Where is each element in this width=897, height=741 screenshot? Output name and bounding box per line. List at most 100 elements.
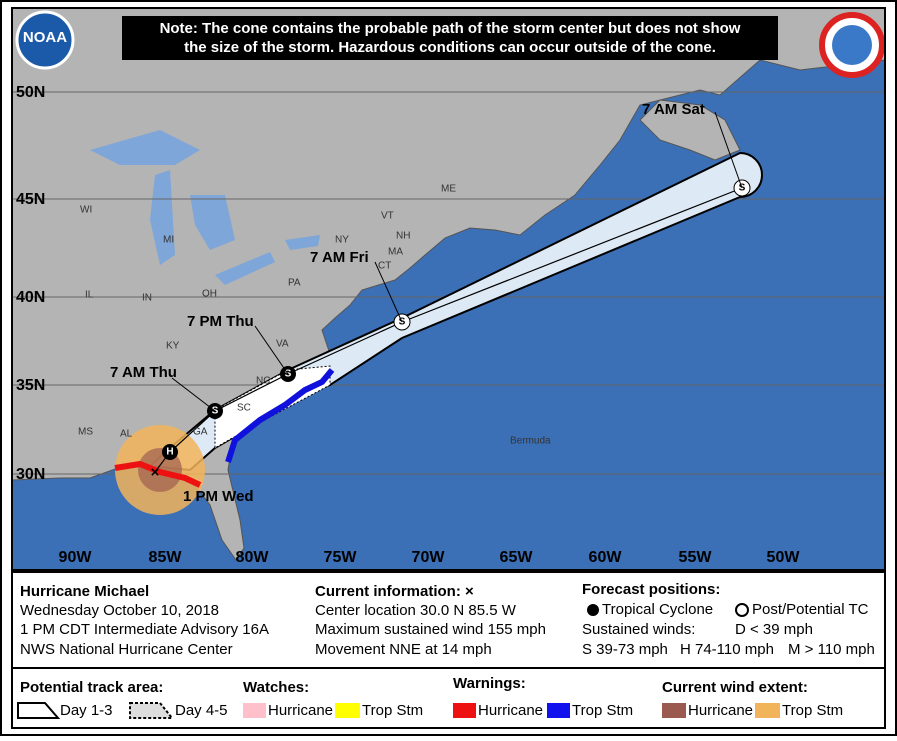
marker-label: H bbox=[166, 447, 173, 458]
lake-michigan bbox=[150, 170, 175, 265]
place-label: IN bbox=[142, 293, 152, 304]
note: Note: The cone contains the probable pat… bbox=[160, 20, 741, 37]
place-label: ME bbox=[441, 184, 456, 195]
swatch bbox=[453, 703, 476, 718]
info-line: Maximum sustained wind 155 mph bbox=[315, 621, 546, 638]
place-labels: WI MI IL IN OH ME VT NH NY MA CT PA KY V… bbox=[78, 184, 551, 447]
info-line: Sustained winds: bbox=[582, 621, 695, 638]
marker-label: S bbox=[285, 369, 292, 380]
lat-label: 30N bbox=[16, 466, 45, 483]
lon-label: 65W bbox=[500, 549, 534, 566]
noaa-logo-text: NOAA bbox=[23, 29, 67, 46]
ptc-icon bbox=[735, 603, 749, 617]
swatch bbox=[547, 703, 570, 718]
map: × H S S S S 1 PM Wed 7 AM Thu 7 PM Thu 7… bbox=[11, 7, 886, 571]
legend-label: Trop Stm bbox=[782, 702, 843, 719]
panel-border bbox=[11, 571, 886, 729]
label-leaders bbox=[171, 111, 743, 412]
place-label: KY bbox=[166, 341, 180, 352]
legend-label: Day 1-3 bbox=[60, 702, 113, 719]
place-label: OH bbox=[202, 289, 217, 300]
marker bbox=[162, 444, 178, 460]
lon-label: 90W bbox=[59, 549, 93, 566]
legend-title: Watches: bbox=[243, 679, 309, 696]
lon-label: 85W bbox=[149, 549, 183, 566]
place-label: PA bbox=[288, 278, 301, 289]
hurricane-warning bbox=[114, 460, 202, 488]
swatch bbox=[755, 703, 780, 718]
lake-erie bbox=[215, 252, 275, 285]
day13-icon bbox=[17, 702, 61, 719]
info-line: Center location 30.0 N 85.5 W bbox=[315, 602, 517, 619]
place-label: MS bbox=[78, 427, 93, 438]
place-label: AL bbox=[120, 429, 133, 440]
info-line: Wednesday October 10, 2018 bbox=[20, 602, 219, 619]
info-line: D < 39 mph bbox=[735, 621, 813, 638]
latitude-labels: 50N 45N 40N 35N 30N bbox=[16, 84, 45, 483]
legend-label: Hurricane bbox=[478, 702, 543, 719]
forecast-label: 7 AM Sat bbox=[642, 101, 705, 118]
current-title: Current information: × bbox=[315, 583, 474, 600]
swatch bbox=[335, 703, 360, 718]
marker-label: S bbox=[399, 317, 406, 328]
info-line: Tropical Cyclone bbox=[602, 601, 713, 618]
place-label: IL bbox=[85, 290, 94, 301]
place-label: WI bbox=[80, 205, 92, 216]
info-panel: Hurricane Michael Wednesday October 10, … bbox=[11, 571, 886, 729]
legend-label: Day 4-5 bbox=[175, 702, 228, 719]
lat-label: 45N bbox=[16, 191, 45, 208]
lon-label: 75W bbox=[324, 549, 358, 566]
graticule bbox=[12, 91, 885, 475]
lon-label: 55W bbox=[679, 549, 713, 566]
tc-icon bbox=[587, 604, 599, 616]
lake-ontario bbox=[285, 235, 320, 250]
legend-label: Trop Stm bbox=[362, 702, 423, 719]
forecast-label: 7 AM Thu bbox=[110, 364, 177, 381]
info-line: 1 PM CDT Intermediate Advisory 16A bbox=[20, 621, 269, 638]
swatch bbox=[243, 703, 266, 718]
info-line: NWS National Hurricane Center bbox=[20, 641, 233, 658]
note-box bbox=[122, 16, 778, 60]
lon-label: 50W bbox=[767, 549, 801, 566]
info-line: Movement NNE at 14 mph bbox=[315, 641, 492, 658]
day45-icon bbox=[129, 702, 175, 719]
info-line: H 74-110 mph bbox=[680, 641, 774, 658]
cone-day-1-3 bbox=[214, 365, 331, 449]
place-label: MA bbox=[388, 247, 403, 258]
lat-label: 35N bbox=[16, 377, 45, 394]
marker-label: S bbox=[739, 183, 746, 194]
longitude-labels: 90W 85W 80W 75W 70W 65W 60W 55W 50W bbox=[59, 549, 801, 566]
swatch bbox=[662, 703, 686, 718]
lat-label: 50N bbox=[16, 84, 45, 101]
lon-label: 70W bbox=[412, 549, 446, 566]
info-line: S 39-73 mph bbox=[582, 641, 668, 658]
current-position: × bbox=[151, 464, 160, 481]
place-label: CT bbox=[378, 261, 391, 272]
legend-title: Potential track area: bbox=[20, 679, 163, 696]
place-label: VT bbox=[381, 211, 394, 222]
newfoundland bbox=[639, 99, 741, 161]
lat-label: 40N bbox=[16, 289, 45, 306]
place-label: Bermuda bbox=[510, 436, 551, 447]
legend-label: Trop Stm bbox=[572, 702, 633, 719]
legend-label: Hurricane bbox=[268, 702, 333, 719]
place-label: NC bbox=[256, 376, 270, 387]
note: the size of the storm. Hazardous conditi… bbox=[184, 39, 716, 56]
place-label: NH bbox=[396, 231, 410, 242]
forecast-label: 7 AM Fri bbox=[310, 249, 369, 266]
place-label: VA bbox=[276, 339, 289, 350]
legend: Potential track area: Day 1-3 Day 4-5 Wa… bbox=[17, 675, 843, 719]
legend-title: Warnings: bbox=[453, 675, 526, 692]
info-line: Post/Potential TC bbox=[752, 601, 869, 618]
storm-title: Hurricane Michael bbox=[20, 583, 149, 600]
lon-label: 80W bbox=[236, 549, 270, 566]
lon-label: 60W bbox=[589, 549, 623, 566]
legend-title: Current wind extent: bbox=[662, 679, 808, 696]
tropical-storm-warning bbox=[225, 368, 335, 463]
marker-label: S bbox=[212, 406, 219, 417]
legend-label: Hurricane bbox=[688, 702, 753, 719]
map-border bbox=[11, 7, 886, 571]
forecast-label: 7 PM Thu bbox=[187, 313, 254, 330]
place-label: SC bbox=[237, 403, 251, 414]
